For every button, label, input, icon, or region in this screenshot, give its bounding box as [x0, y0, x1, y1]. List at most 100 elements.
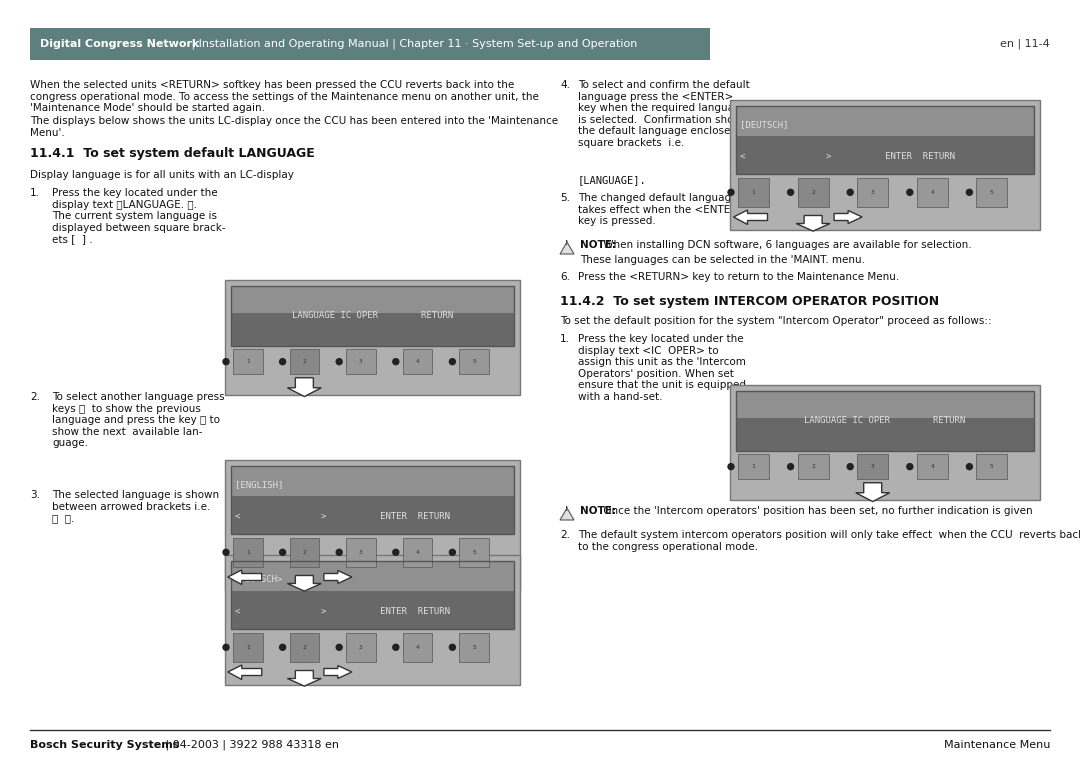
Text: 2: 2	[302, 550, 307, 555]
Text: 4: 4	[416, 550, 419, 555]
Text: LANGUAGE IC OPER        RETURN: LANGUAGE IC OPER RETURN	[805, 417, 966, 426]
Circle shape	[449, 644, 456, 650]
Bar	[858, 454, 888, 479]
Bar	[231, 561, 514, 629]
Text: To select another language press
keys 〈  to show the previous
language and press: To select another language press keys 〈 …	[52, 392, 225, 449]
Text: 5.: 5.	[561, 193, 570, 203]
Text: The default system intercom operators position will only take effect  when the C: The default system intercom operators po…	[578, 530, 1080, 552]
Circle shape	[336, 549, 342, 555]
Bar	[735, 391, 1034, 418]
Text: [ENGLISH]: [ENGLISH]	[235, 481, 283, 489]
Text: Press the key located under the
display text <IC  OPER> to
assign this unit as t: Press the key located under the display …	[578, 334, 746, 402]
Text: 4: 4	[931, 190, 934, 195]
Bar	[735, 106, 1034, 137]
Text: The changed default language
takes effect when the <ENTER>
key is pressed.: The changed default language takes effec…	[578, 193, 746, 226]
Text: Maintenance Menu: Maintenance Menu	[944, 740, 1050, 750]
Bar	[225, 555, 519, 685]
Bar	[347, 349, 376, 375]
Circle shape	[280, 549, 285, 555]
Polygon shape	[324, 571, 352, 584]
Text: The selected language is shown
between arrowed brackets i.e.
〈  〉.: The selected language is shown between a…	[52, 490, 219, 523]
Text: 5: 5	[472, 645, 476, 650]
Text: <               >          ENTER  RETURN: < > ENTER RETURN	[740, 152, 955, 161]
Bar	[30, 28, 710, 60]
Text: Press the key located under the
display text 〈LANGUAGE. 〉.
The current system la: Press the key located under the display …	[52, 188, 226, 244]
Text: 1: 1	[246, 550, 249, 555]
Text: Display language is for all units with an LC-display: Display language is for all units with a…	[30, 170, 294, 180]
Bar	[917, 178, 948, 207]
Text: !: !	[565, 240, 569, 246]
Polygon shape	[228, 665, 261, 680]
Circle shape	[393, 644, 399, 650]
Bar	[233, 633, 262, 662]
Text: Once the 'Intercom operators' position has been set, no further indication is gi: Once the 'Intercom operators' position h…	[599, 506, 1032, 516]
Polygon shape	[733, 210, 768, 224]
Text: 1: 1	[752, 190, 755, 195]
Circle shape	[967, 464, 972, 470]
Text: [DEUTSCH]: [DEUTSCH]	[740, 121, 788, 130]
Bar	[738, 178, 769, 207]
Text: 3: 3	[359, 550, 363, 555]
Circle shape	[336, 644, 342, 650]
Text: LANGUAGE IC OPER        RETURN: LANGUAGE IC OPER RETURN	[292, 311, 454, 320]
Bar	[459, 349, 489, 375]
Text: When the selected units <RETURN> softkey has been pressed the CCU reverts back i: When the selected units <RETURN> softkey…	[30, 80, 539, 113]
Polygon shape	[228, 570, 261, 584]
Text: 2: 2	[302, 359, 307, 364]
Bar	[233, 538, 262, 567]
Circle shape	[967, 189, 972, 195]
Text: 3: 3	[359, 645, 363, 650]
Bar	[289, 349, 319, 375]
Text: 6.: 6.	[561, 272, 570, 282]
Text: 5: 5	[472, 550, 476, 555]
Text: 5: 5	[990, 464, 994, 469]
Bar	[231, 286, 514, 313]
Polygon shape	[287, 575, 322, 591]
Bar	[225, 460, 519, 590]
Text: 4: 4	[931, 464, 934, 469]
Bar	[798, 178, 828, 207]
Bar	[347, 538, 376, 567]
Text: !: !	[565, 506, 569, 512]
Bar	[403, 349, 432, 375]
Bar	[289, 538, 319, 567]
Text: 11.4.1  To set system default LANGUAGE: 11.4.1 To set system default LANGUAGE	[30, 147, 314, 160]
Text: 3: 3	[359, 359, 363, 364]
Circle shape	[222, 644, 229, 650]
Text: 4: 4	[416, 645, 419, 650]
Bar	[798, 454, 828, 479]
Text: 2: 2	[811, 464, 815, 469]
Bar	[738, 454, 769, 479]
Text: <DEUTSCH>: <DEUTSCH>	[235, 575, 283, 584]
Text: Bosch Security Systems: Bosch Security Systems	[30, 740, 179, 750]
Circle shape	[393, 549, 399, 555]
Text: en | 11-4: en | 11-4	[1000, 39, 1050, 50]
Polygon shape	[796, 215, 831, 231]
Circle shape	[728, 189, 734, 195]
Text: 2.: 2.	[561, 530, 570, 540]
Text: 11.4.2  To set system INTERCOM OPERATOR POSITION: 11.4.2 To set system INTERCOM OPERATOR P…	[561, 295, 940, 308]
Text: 1.: 1.	[561, 334, 570, 344]
Bar	[289, 633, 319, 662]
Text: 1.: 1.	[30, 188, 40, 198]
Text: 2: 2	[811, 190, 815, 195]
Bar	[858, 178, 888, 207]
Circle shape	[336, 359, 342, 365]
Circle shape	[847, 189, 853, 195]
Bar	[231, 466, 514, 497]
Bar	[917, 454, 948, 479]
Bar	[735, 106, 1034, 174]
Text: 5: 5	[472, 359, 476, 364]
Bar	[233, 349, 262, 375]
Polygon shape	[324, 665, 352, 678]
Circle shape	[728, 464, 734, 470]
Circle shape	[222, 359, 229, 365]
Text: Press the <RETURN> key to return to the Maintenance Menu.: Press the <RETURN> key to return to the …	[578, 272, 900, 282]
Bar	[225, 280, 519, 395]
Text: 3: 3	[870, 464, 875, 469]
Bar	[735, 418, 1034, 451]
Text: 3.: 3.	[30, 490, 40, 500]
Circle shape	[280, 644, 285, 650]
Polygon shape	[561, 242, 573, 254]
Bar	[730, 385, 1040, 500]
